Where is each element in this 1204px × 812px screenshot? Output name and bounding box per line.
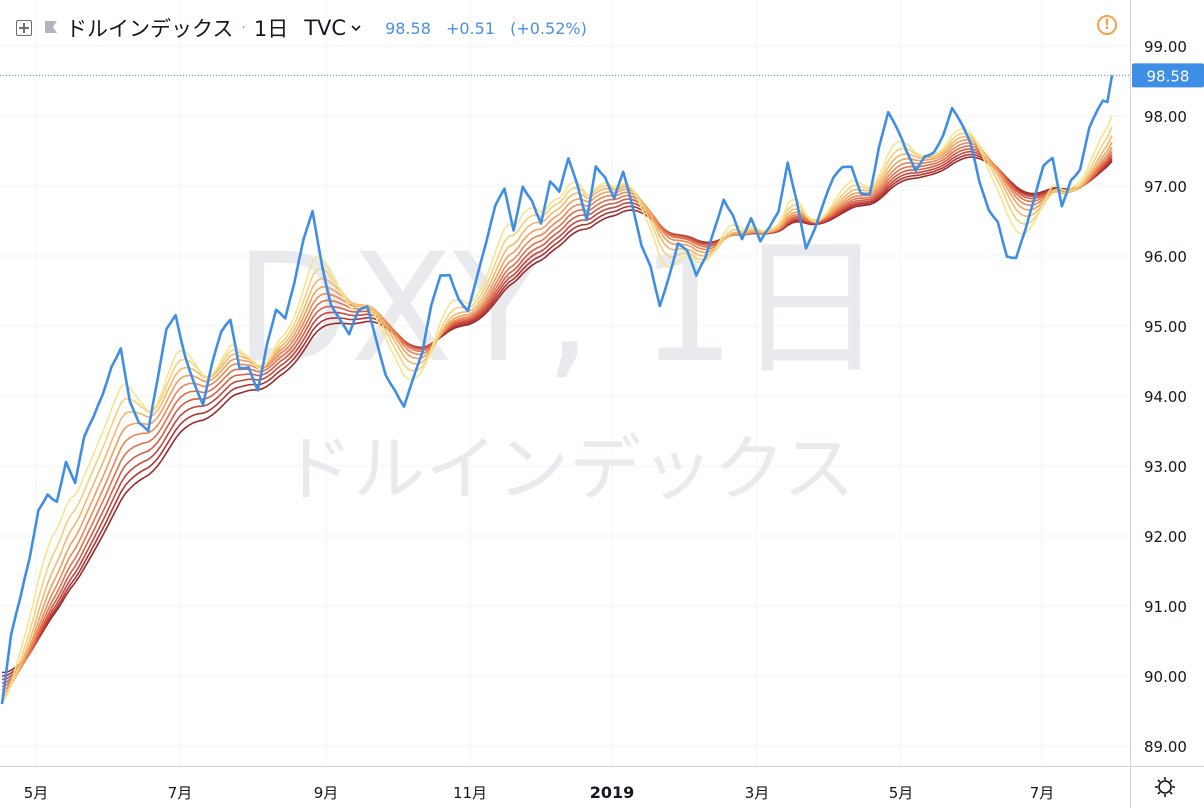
ema-ribbon [1, 115, 1113, 705]
last-price-tag: 98.58 [1132, 63, 1204, 88]
ema-line [1, 138, 1113, 695]
x-tick-label: 11月 [453, 784, 487, 802]
symbol-title[interactable]: ドルインデックス [66, 17, 234, 41]
x-tick-label: 7月 [1030, 784, 1055, 802]
x-tick-label: 5月 [24, 784, 49, 802]
time-axis[interactable]: 5月 7月 9月 11月 2019 3月 5月 7月 [24, 783, 1055, 802]
ema-line [1, 153, 1113, 677]
y-tick-label: 95.00 [1144, 318, 1187, 336]
flag-icon[interactable] [44, 20, 58, 36]
gear-icon[interactable] [1154, 776, 1176, 798]
ema-line [1, 156, 1113, 674]
x-tick-label: 3月 [745, 784, 770, 802]
ema-line [1, 145, 1113, 688]
gridlines [0, 0, 1130, 766]
interval-label[interactable]: 1日 [253, 17, 289, 41]
ema-line [1, 150, 1113, 681]
y-tick-label: 97.00 [1144, 178, 1187, 196]
watermark-name: ドルインデックス [281, 427, 855, 511]
price-series-line [0, 75, 1114, 705]
y-tick-label: 89.00 [1144, 738, 1187, 756]
last-price-label: 98.58 [1147, 67, 1190, 85]
y-tick-label: 96.00 [1144, 248, 1187, 266]
change-percent: (+0.52%) [510, 18, 587, 38]
x-tick-label: 9月 [314, 784, 339, 802]
warning-icon[interactable]: ! [1097, 15, 1117, 35]
separator-dot: · [241, 20, 246, 36]
x-tick-label: 5月 [889, 784, 914, 802]
ema-line [1, 135, 1113, 698]
ema-line [1, 147, 1113, 684]
legend-header: ドルインデックス · 1日 TVC 98.58 +0.51 (+0.52%) [16, 12, 597, 44]
price-axis[interactable]: 89.00 90.00 91.00 92.00 93.00 94.00 95.00 96.00… [1144, 38, 1187, 756]
y-tick-label: 92.00 [1144, 528, 1187, 546]
ema-line [1, 126, 1113, 702]
y-tick-label: 98.00 [1144, 108, 1187, 126]
exchange-label[interactable]: TVC [304, 16, 347, 40]
y-tick-label: 99.00 [1144, 38, 1187, 56]
x-tick-label: 2019 [590, 783, 635, 802]
watermark: DXY, 1日 ドルインデックス [235, 222, 886, 511]
y-tick-label: 93.00 [1144, 458, 1187, 476]
ema-line [1, 142, 1113, 691]
x-tick-label: 7月 [168, 784, 193, 802]
chevron-down-icon[interactable] [351, 24, 361, 32]
expand-icon[interactable] [16, 20, 32, 36]
change-value: +0.51 [445, 18, 495, 38]
y-tick-label: 90.00 [1144, 668, 1187, 686]
y-tick-label: 91.00 [1144, 598, 1187, 616]
last-value: 98.58 [385, 18, 431, 38]
y-tick-label: 94.00 [1144, 388, 1187, 406]
quote-values: 98.58 +0.51 (+0.52%) [385, 19, 597, 38]
